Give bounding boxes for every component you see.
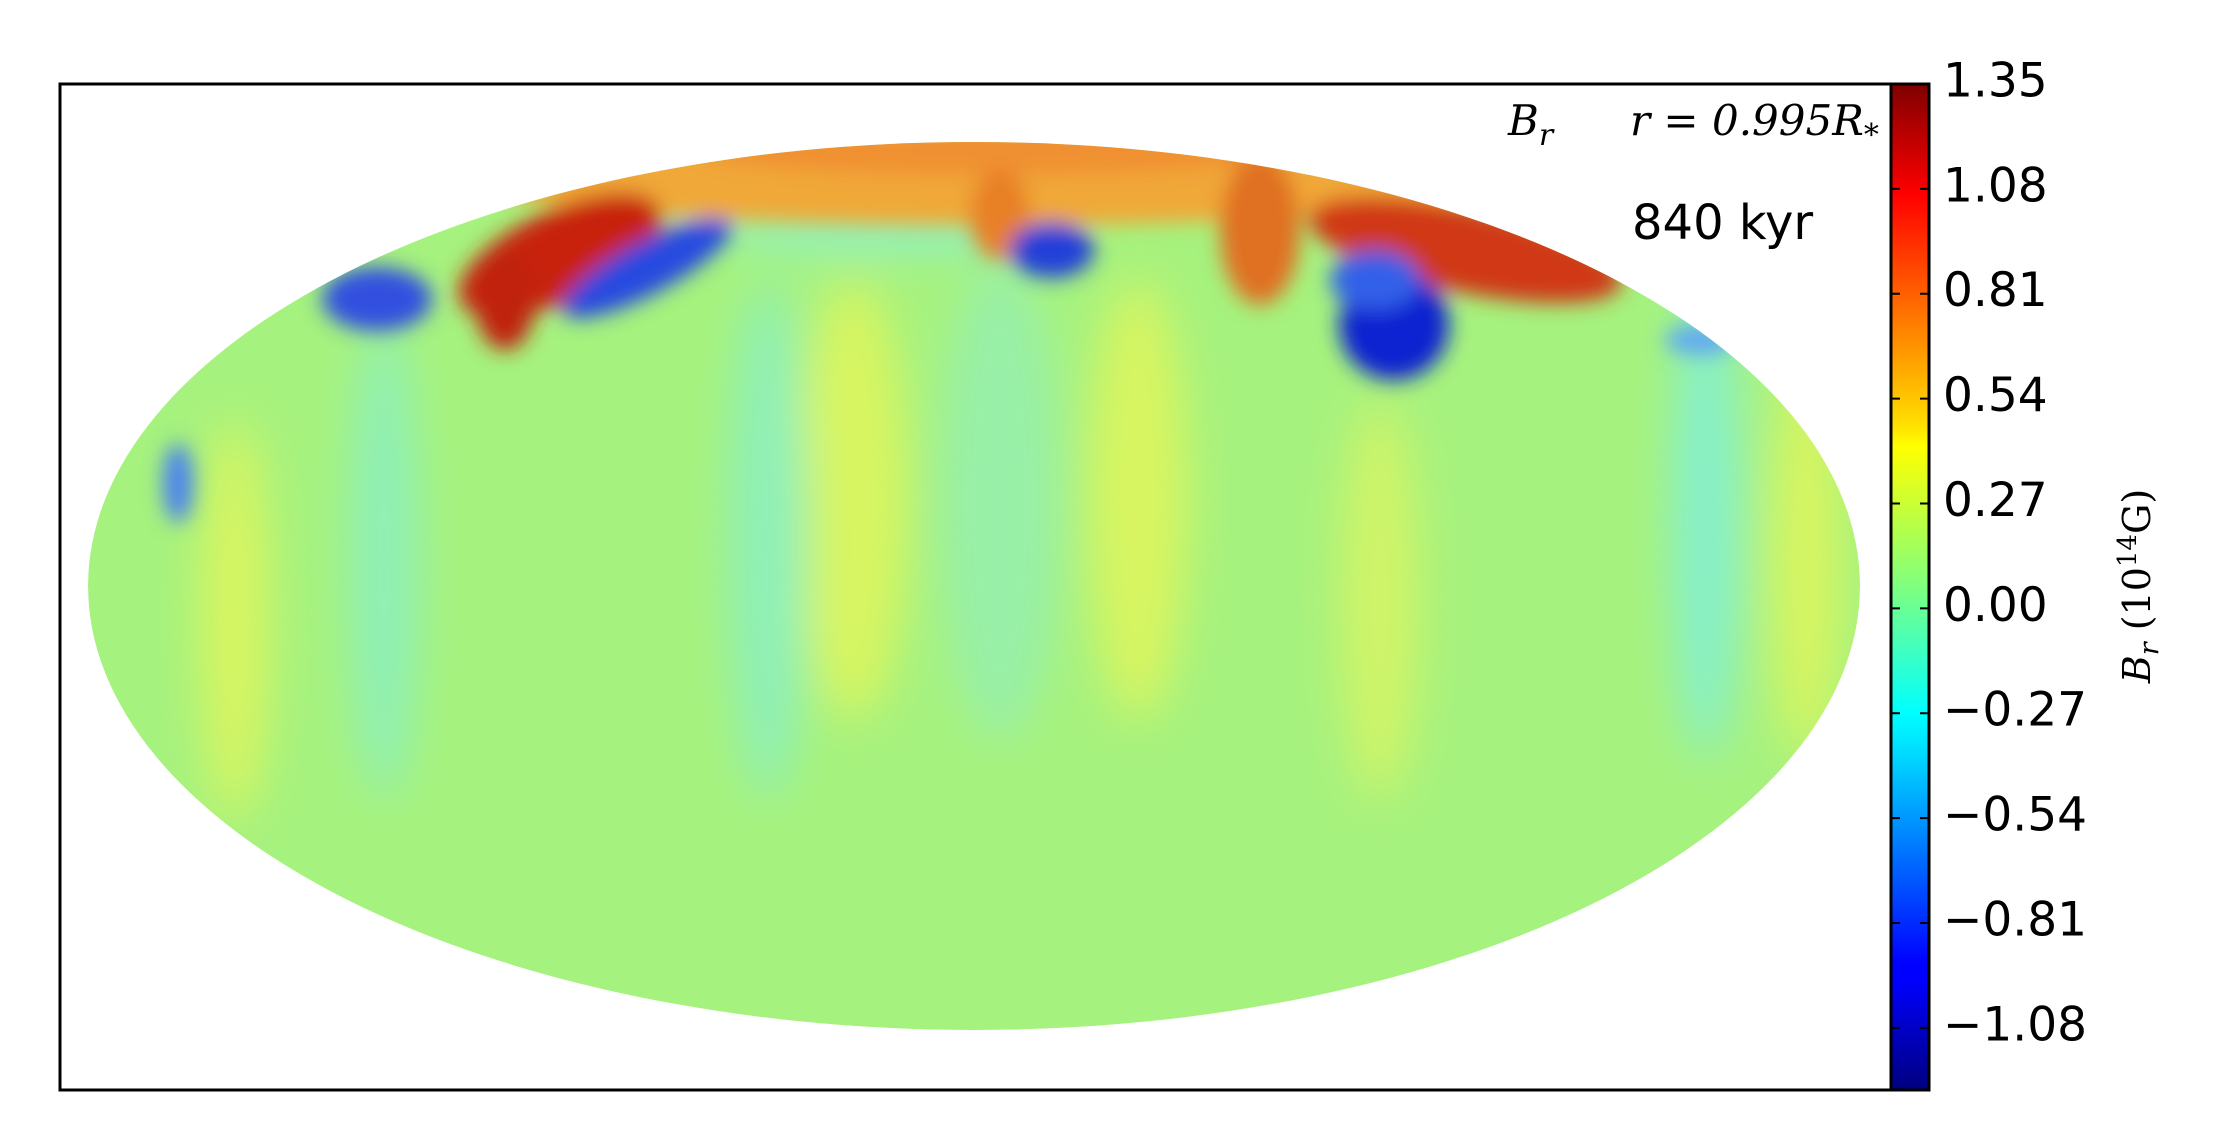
cb-suffix: G): [2115, 489, 2159, 534]
cb-symbol: B: [2115, 655, 2159, 684]
colorbar-tick-label: 0.54: [1943, 368, 2048, 423]
colorbar-tick-label: 0.81: [1943, 263, 2048, 318]
field-symbol: B: [1507, 96, 1539, 145]
cb-prefix: (10: [2115, 567, 2159, 630]
radius-label: r = 0.995R*: [1630, 96, 1879, 153]
colorbar-tick-label: 0.27: [1943, 473, 2048, 528]
radius-subscript: *: [1864, 118, 1879, 153]
colorbar-ticks: 1.35 1.08 0.81 0.54 0.27 0.00 −0.27 −0.54 −0.81 −…: [1891, 54, 2087, 1052]
colorbar-tick-label: −0.81: [1943, 892, 2087, 947]
field-label: Br: [1507, 96, 1555, 153]
colorbar: [1889, 82, 1931, 1092]
colorbar-tick-label: −0.54: [1943, 788, 2087, 843]
colorbar-label: Br (1014G): [2113, 489, 2165, 684]
colorbar-tick-label: 1.08: [1943, 158, 2048, 213]
colorbar-tick-label: −0.27: [1943, 683, 2087, 738]
colorbar-tick-label: 1.35: [1943, 54, 2048, 109]
cb-exponent: 14: [2113, 534, 2143, 567]
colorbar-tick-label: −1.08: [1943, 997, 2087, 1052]
field-map: [88, 142, 1860, 1030]
cb-subscript: r: [2134, 640, 2165, 655]
field-subscript: r: [1539, 118, 1555, 153]
colorbar-tick-label: 0.00: [1943, 578, 2048, 633]
time-label: 840 kyr: [1632, 195, 1813, 251]
radius-main: r = 0.995R: [1630, 96, 1864, 145]
